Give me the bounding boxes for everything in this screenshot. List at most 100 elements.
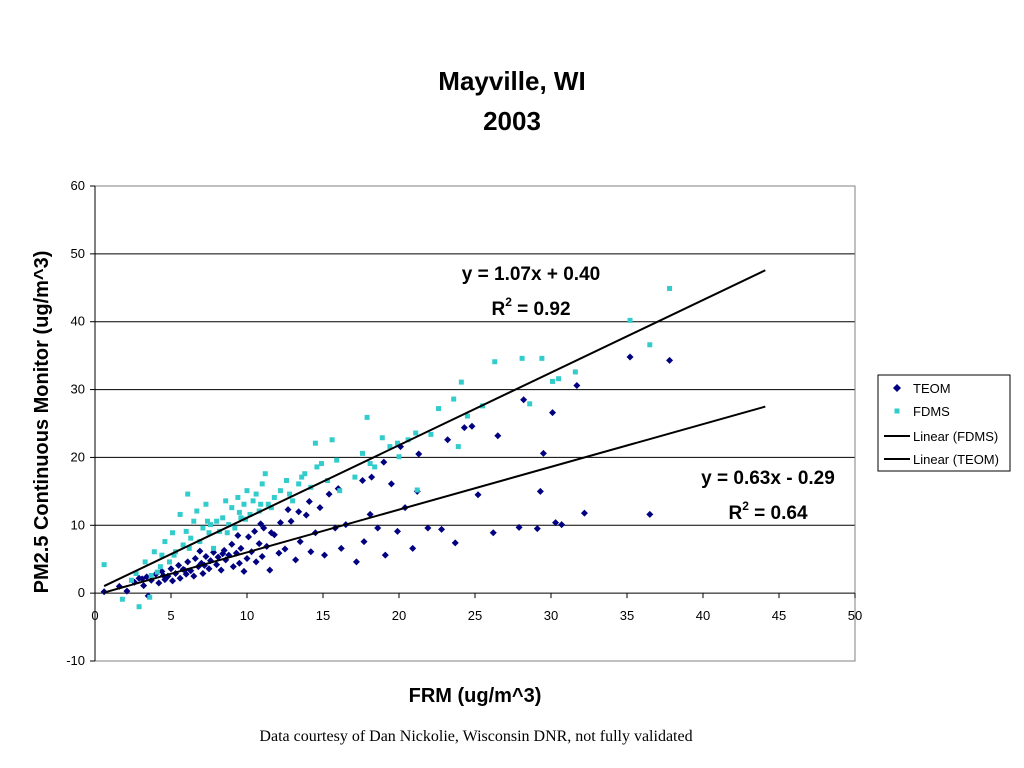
fdms-point [177, 511, 183, 517]
x-tick-label: 15 [316, 608, 330, 623]
fdms-point [262, 471, 268, 477]
teom-point [292, 556, 300, 564]
fdms-point [238, 515, 244, 521]
x-axis [94, 592, 856, 599]
teom-point [305, 498, 313, 506]
fdms-point [159, 552, 165, 558]
fdms-point [162, 539, 168, 545]
teom-point [307, 548, 315, 556]
fdms-point [396, 454, 402, 460]
teom-point [266, 566, 274, 574]
fdms-r2-value: = 0.92 [512, 299, 571, 320]
legend-teom-marker [893, 384, 901, 392]
teom-point [243, 555, 251, 563]
fdms-point [208, 522, 214, 528]
legend-fdms-marker [894, 408, 900, 414]
fdms-point [519, 355, 525, 361]
y-tick-label: 20 [71, 449, 85, 464]
teom-point [284, 506, 292, 514]
trendline-teom [103, 405, 766, 594]
teom-point [415, 450, 423, 458]
teom-point [213, 561, 221, 569]
fdms-point [226, 522, 232, 528]
series-fdms [101, 285, 673, 610]
teom-point [549, 409, 557, 417]
teom-point [228, 540, 236, 548]
teom-point [175, 561, 183, 569]
teom-point [337, 544, 345, 552]
fdms-point [166, 559, 172, 565]
fdms-point [284, 478, 290, 483]
legend-teom-trend-label: Linear (TEOM) [913, 452, 999, 467]
teom-point [155, 579, 163, 587]
data-credit: Data courtesy of Dan Nickolie, Wisconsin… [259, 728, 692, 745]
fdms-point [197, 539, 203, 545]
teom-point [573, 382, 581, 389]
teom-r2-value: = 0.64 [749, 503, 808, 524]
fdms-point [287, 491, 293, 497]
trendline-fdms [103, 269, 766, 587]
teom-point [438, 525, 446, 533]
teom-point [258, 553, 266, 560]
teom-point [302, 511, 310, 519]
fdms-point [170, 530, 176, 536]
fdms-point [229, 505, 235, 511]
fdms-r2: R2 = 0.92 [491, 295, 570, 320]
fdms-point [250, 498, 256, 504]
teom-point [252, 558, 260, 566]
fdms-point [223, 498, 229, 504]
fdms-point [157, 564, 163, 570]
fdms-point [211, 545, 217, 551]
teom-point [381, 551, 389, 559]
teom-point [666, 356, 674, 364]
fdms-point [296, 481, 302, 487]
teom-point [217, 566, 225, 574]
fdms-point [154, 569, 160, 575]
teom-point [234, 531, 242, 539]
teom-point [520, 396, 528, 404]
teom-point [176, 574, 184, 582]
fdms-point [268, 505, 274, 511]
teom-point [325, 490, 333, 498]
chart-title: Mayville, WI [438, 66, 585, 96]
fdms-point [647, 342, 653, 348]
teom-point [646, 510, 654, 518]
teom-point [424, 524, 432, 532]
fdms-point [329, 437, 335, 443]
teom-point [552, 519, 560, 527]
plot-area [94, 185, 856, 662]
teom-point [536, 487, 544, 495]
teom-point [533, 525, 541, 533]
teom-point [321, 551, 329, 559]
fdms-point [235, 494, 241, 500]
fdms-point [191, 518, 197, 524]
y-tick-label: -10 [66, 653, 85, 668]
fdms-point [312, 440, 318, 446]
fdms-point [180, 542, 186, 548]
fdms-point [171, 552, 177, 558]
fdms-point [203, 501, 209, 507]
y-tick-label: 30 [71, 382, 85, 397]
fdms-point [572, 369, 578, 375]
legend-teom-label: TEOM [913, 381, 951, 396]
fdms-point [188, 535, 194, 541]
fdms-point [200, 525, 206, 531]
fdms-point [236, 509, 242, 515]
fdms-point [360, 450, 366, 456]
teom-point [460, 424, 468, 432]
y-tick-label: 40 [71, 314, 85, 329]
legend-fdms-label: FDMS [913, 404, 950, 419]
fdms-point [667, 285, 673, 291]
fdms-point [627, 317, 633, 323]
fdms-point [302, 471, 308, 477]
legend-fdms-trend-label: Linear (FDMS) [913, 429, 998, 444]
fdms-point [147, 594, 153, 600]
x-tick-label: 0 [91, 608, 98, 623]
fdms-point [527, 401, 533, 407]
fdms-point [372, 464, 378, 470]
teom-point [267, 529, 275, 537]
fdms-point [414, 487, 420, 493]
x-tick-label: 30 [544, 608, 558, 623]
legend: TEOM FDMS Linear (FDMS) Linear (TEOM) [877, 374, 1011, 472]
fdms-point [214, 518, 220, 524]
